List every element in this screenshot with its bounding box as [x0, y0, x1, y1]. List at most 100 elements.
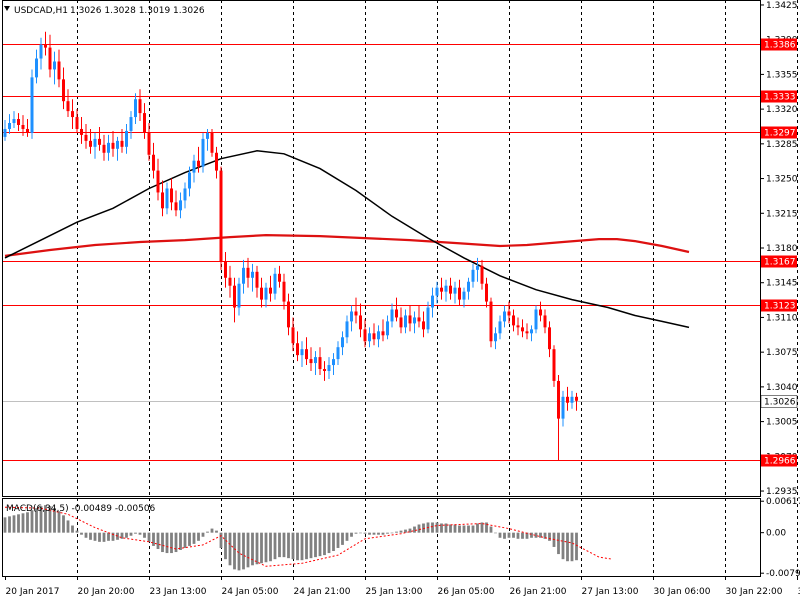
- macd-bar: [373, 533, 376, 535]
- macd-bar: [107, 533, 110, 541]
- macd-bar: [71, 526, 74, 533]
- macd-bar: [328, 533, 331, 553]
- candle-body: [314, 357, 317, 363]
- candle-body: [175, 202, 178, 210]
- macd-bar: [391, 533, 394, 534]
- candle-body: [355, 311, 358, 315]
- macd-bar: [256, 533, 259, 565]
- macd-bar: [395, 532, 398, 533]
- candle-body: [157, 171, 160, 193]
- candle-body: [431, 296, 434, 308]
- macd-bar: [359, 533, 362, 534]
- macd-bar: [512, 533, 515, 538]
- candle-body: [80, 129, 83, 135]
- candle-body: [58, 62, 61, 80]
- level-label: 1.3167: [764, 258, 796, 268]
- macd-bar: [148, 533, 151, 542]
- candle-body: [13, 119, 16, 123]
- macd-bar: [400, 531, 403, 533]
- macd-bar: [188, 533, 191, 546]
- candle-body: [512, 315, 515, 325]
- candle-body: [467, 282, 470, 292]
- macd-bar: [490, 527, 493, 533]
- symbol-timeframe: USDCAD,H1: [14, 6, 68, 16]
- candle-body: [490, 302, 493, 342]
- x-tick-label: 30 Jan 22:00: [726, 587, 783, 597]
- macd-bar: [265, 533, 268, 563]
- candle-body: [373, 333, 376, 339]
- macd-bar: [472, 526, 475, 533]
- candle-body: [49, 48, 52, 70]
- macd-bar: [485, 522, 488, 532]
- candle-body: [94, 139, 97, 147]
- candle-body: [26, 129, 29, 133]
- candle-body: [521, 327, 524, 331]
- macd-bar: [4, 517, 7, 532]
- candle-body: [296, 343, 299, 355]
- candle-body: [337, 347, 340, 359]
- candle-body: [233, 286, 236, 308]
- candle-body: [287, 302, 290, 328]
- candle-body: [247, 268, 250, 278]
- candle-body: [206, 133, 209, 139]
- candle-body: [143, 113, 146, 133]
- candle-body: [503, 311, 506, 321]
- macd-bar: [350, 533, 353, 537]
- macd-bar: [436, 522, 439, 532]
- macd-bar: [301, 533, 304, 561]
- candle-body: [557, 381, 560, 419]
- candle-body: [17, 119, 20, 125]
- candle-body: [368, 333, 371, 341]
- macd-bar: [575, 533, 578, 561]
- candle-body: [260, 288, 263, 300]
- macd-bar: [179, 533, 182, 550]
- candle-body: [508, 311, 511, 315]
- candle-body: [85, 135, 88, 141]
- candle-body: [71, 111, 74, 117]
- macd-bar: [296, 533, 299, 561]
- candle-body: [139, 99, 142, 113]
- macd-bar: [103, 533, 106, 542]
- macd-bar: [85, 533, 88, 538]
- candle-body: [256, 272, 259, 288]
- candle-body: [413, 317, 416, 323]
- macd-bar: [566, 533, 569, 562]
- candle-body: [148, 133, 151, 155]
- candle-body: [323, 369, 326, 371]
- macd-bar: [463, 526, 466, 533]
- macd-bar: [233, 533, 236, 570]
- candle-body: [67, 101, 70, 111]
- candle-body: [494, 333, 497, 341]
- macd-bar: [368, 533, 371, 535]
- candle-body: [161, 192, 164, 208]
- macd-bar: [62, 515, 65, 532]
- candle-body: [571, 397, 574, 403]
- macd-bar: [251, 533, 254, 566]
- macd-y-tick-label: 0.00617: [766, 497, 800, 507]
- candle-body: [278, 274, 281, 282]
- candle-body: [197, 161, 200, 167]
- candle-body: [350, 311, 353, 321]
- candle-body: [454, 288, 457, 294]
- candle-body: [535, 310, 538, 330]
- macd-bar: [323, 533, 326, 555]
- y-tick-label: 1.3040: [766, 383, 798, 393]
- y-tick-label: 1.3250: [766, 175, 798, 185]
- candle-body: [481, 266, 484, 284]
- macd-bar: [8, 516, 11, 532]
- macd-bar: [364, 533, 367, 534]
- macd-bar: [274, 533, 277, 560]
- macd-bar: [319, 533, 322, 556]
- x-tick-label: 26 Jan 21:00: [510, 587, 567, 597]
- candle-body: [44, 45, 47, 48]
- candle-body: [391, 310, 394, 322]
- candle-body: [215, 153, 218, 171]
- x-tick-label: 27 Jan 13:00: [582, 587, 639, 597]
- x-tick-label: 20 Jan 2017: [6, 587, 60, 597]
- macd-bar: [242, 533, 245, 570]
- candle-body: [404, 315, 407, 327]
- y-tick-label: 1.2935: [766, 487, 798, 497]
- macd-bar: [332, 533, 335, 551]
